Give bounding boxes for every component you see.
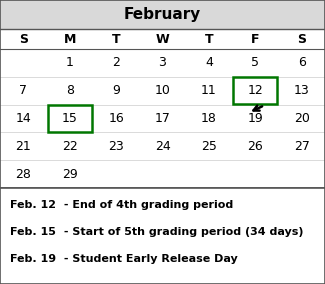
Text: 2: 2 <box>112 56 120 69</box>
Text: 5: 5 <box>251 56 259 69</box>
Text: 4: 4 <box>205 56 213 69</box>
Text: Feb. 12: Feb. 12 <box>10 200 56 210</box>
Text: 28: 28 <box>15 168 31 181</box>
Text: 25: 25 <box>201 140 217 153</box>
Text: 10: 10 <box>155 84 170 97</box>
Text: Feb. 15: Feb. 15 <box>10 227 56 237</box>
Text: M: M <box>63 32 76 45</box>
Text: 24: 24 <box>155 140 170 153</box>
Text: T: T <box>112 32 120 45</box>
Text: T: T <box>205 32 213 45</box>
Text: 9: 9 <box>112 84 120 97</box>
Text: 21: 21 <box>15 140 31 153</box>
Text: W: W <box>156 32 169 45</box>
Text: 6: 6 <box>298 56 306 69</box>
Text: 12: 12 <box>247 84 263 97</box>
Text: February: February <box>124 7 201 22</box>
Text: 19: 19 <box>247 112 263 125</box>
Text: - Start of 5th grading period (34 days): - Start of 5th grading period (34 days) <box>60 227 303 237</box>
Bar <box>233 78 277 104</box>
Text: 8: 8 <box>66 84 74 97</box>
Text: - End of 4th grading period: - End of 4th grading period <box>60 200 233 210</box>
Text: 23: 23 <box>108 140 124 153</box>
Text: 7: 7 <box>19 84 27 97</box>
Text: Feb. 19: Feb. 19 <box>10 254 56 264</box>
Text: - Student Early Release Day: - Student Early Release Day <box>60 254 238 264</box>
Text: S: S <box>19 32 28 45</box>
Text: 20: 20 <box>294 112 310 125</box>
Text: 13: 13 <box>294 84 310 97</box>
Text: 15: 15 <box>62 112 78 125</box>
Text: F: F <box>251 32 260 45</box>
Text: 27: 27 <box>294 140 310 153</box>
Text: 14: 14 <box>15 112 31 125</box>
Text: 22: 22 <box>62 140 78 153</box>
Bar <box>0 0 325 29</box>
Text: 18: 18 <box>201 112 217 125</box>
Text: 3: 3 <box>159 56 166 69</box>
Text: 26: 26 <box>247 140 263 153</box>
Text: 29: 29 <box>62 168 78 181</box>
Text: 1: 1 <box>66 56 73 69</box>
Text: S: S <box>297 32 306 45</box>
Text: 17: 17 <box>155 112 170 125</box>
Bar <box>48 105 92 131</box>
Text: 16: 16 <box>108 112 124 125</box>
Text: 11: 11 <box>201 84 217 97</box>
